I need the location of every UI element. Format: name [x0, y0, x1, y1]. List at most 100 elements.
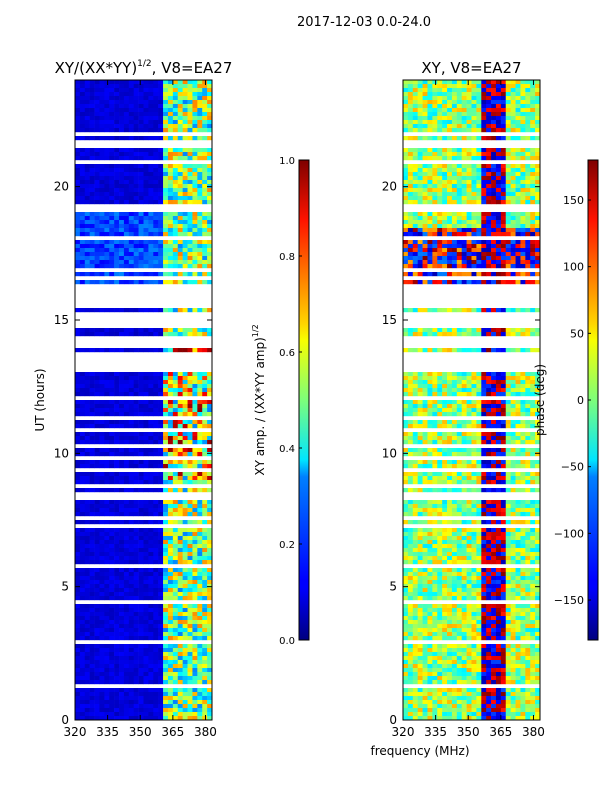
heatmap-cell [183, 588, 188, 592]
heatmap-cell [144, 660, 149, 664]
heatmap-cell [173, 88, 178, 92]
heatmap-cell [139, 256, 144, 260]
heatmap-cell [188, 280, 193, 284]
heatmap-cell [481, 128, 486, 132]
heatmap-cell [109, 672, 114, 676]
heatmap-cell [413, 380, 418, 384]
heatmap-cell [467, 400, 472, 404]
heatmap-cell [472, 96, 477, 100]
heatmap-cell [178, 244, 183, 248]
heatmap-cell [447, 88, 452, 92]
heatmap-cell [413, 248, 418, 252]
heatmap-cell [476, 216, 481, 220]
heatmap-cell [158, 260, 163, 264]
heatmap-cell [437, 228, 442, 232]
heatmap-cell [183, 552, 188, 556]
heatmap-cell [114, 508, 119, 512]
heatmap-cell [168, 656, 173, 660]
heatmap-cell [173, 84, 178, 88]
heatmap-cell [427, 280, 432, 284]
heatmap-cell [520, 220, 525, 224]
heatmap-cell [457, 252, 462, 256]
heatmap-cell [75, 392, 80, 396]
heatmap-cell [467, 92, 472, 96]
heatmap-cell [75, 308, 80, 312]
heatmap-cell [491, 92, 496, 96]
heatmap-cell [134, 604, 139, 608]
heatmap-cell [109, 308, 114, 312]
heatmap-cell [158, 384, 163, 388]
heatmap-cell [134, 500, 139, 504]
heatmap-cell [183, 572, 188, 576]
heatmap-cell [124, 164, 129, 168]
heatmap-cell [134, 180, 139, 184]
heatmap-cell [109, 668, 114, 672]
heatmap-cell [119, 240, 124, 244]
heatmap-cell [183, 104, 188, 108]
heatmap-cell [413, 308, 418, 312]
heatmap-cell [427, 172, 432, 176]
heatmap-cell [178, 572, 183, 576]
heatmap-cell [129, 636, 134, 640]
heatmap-cell [511, 80, 516, 84]
heatmap-cell [202, 84, 207, 88]
heatmap-cell [462, 100, 467, 104]
heatmap-cell [134, 476, 139, 480]
heatmap-cell [75, 260, 80, 264]
heatmap-cell [462, 172, 467, 176]
heatmap-cell [202, 692, 207, 696]
heatmap-cell [192, 220, 197, 224]
heatmap-cell [85, 184, 90, 188]
heatmap-cell [158, 460, 163, 464]
heatmap-cell [134, 252, 139, 256]
heatmap-cell [90, 656, 95, 660]
heatmap-cell [109, 620, 114, 624]
heatmap-cell [481, 104, 486, 108]
heatmap-cell [99, 280, 104, 284]
heatmap-cell [197, 148, 202, 152]
heatmap-cell [148, 120, 153, 124]
heatmap-cell [104, 552, 109, 556]
heatmap-cell [173, 528, 178, 532]
heatmap-cell [442, 184, 447, 188]
heatmap-cell [158, 656, 163, 660]
heatmap-cell [188, 604, 193, 608]
heatmap-cell [148, 388, 153, 392]
heatmap-cell [124, 180, 129, 184]
heatmap-cell [119, 168, 124, 172]
heatmap-cell [90, 692, 95, 696]
heatmap-cell [163, 244, 168, 248]
heatmap-cell [192, 572, 197, 576]
heatmap-cell [178, 548, 183, 552]
heatmap-cell [447, 156, 452, 160]
heatmap-cell [104, 104, 109, 108]
heatmap-cell [496, 216, 501, 220]
heatmap-cell [178, 576, 183, 580]
heatmap-cell [90, 560, 95, 564]
heatmap-cell [129, 168, 134, 172]
heatmap-cell [462, 184, 467, 188]
heatmap-cell [99, 696, 104, 700]
heatmap-cell [192, 84, 197, 88]
heatmap-cell [144, 624, 149, 628]
heatmap-cell [183, 672, 188, 676]
heatmap-cell [467, 80, 472, 84]
heatmap-cell [158, 624, 163, 628]
heatmap-cell [192, 588, 197, 592]
heatmap-cell [129, 616, 134, 620]
heatmap-cell [197, 136, 202, 140]
heatmap-cell [153, 648, 158, 652]
heatmap-cell [403, 84, 408, 88]
heatmap-cell [452, 212, 457, 216]
heatmap-cell [530, 196, 535, 200]
heatmap-cell [139, 596, 144, 600]
heatmap-cell [153, 700, 158, 704]
heatmap-cell [486, 220, 491, 224]
heatmap-cell [124, 568, 129, 572]
heatmap-cell [447, 92, 452, 96]
heatmap-cell [119, 532, 124, 536]
heatmap-cell [163, 156, 168, 160]
heatmap-cell [188, 480, 193, 484]
heatmap-cell [516, 180, 521, 184]
heatmap-cell [134, 592, 139, 596]
